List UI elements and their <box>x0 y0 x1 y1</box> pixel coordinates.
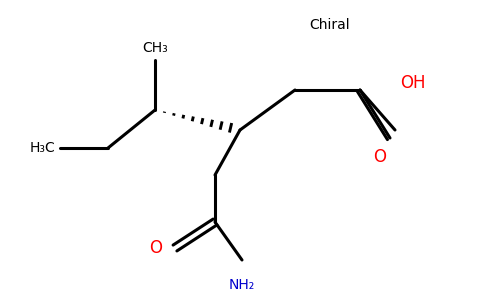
Text: O: O <box>374 148 387 166</box>
Text: OH: OH <box>400 74 425 92</box>
Text: Chiral: Chiral <box>310 18 350 32</box>
Text: O: O <box>149 239 162 257</box>
Text: H₃C: H₃C <box>29 141 55 155</box>
Text: NH₂: NH₂ <box>229 278 255 292</box>
Text: CH₃: CH₃ <box>142 41 168 55</box>
